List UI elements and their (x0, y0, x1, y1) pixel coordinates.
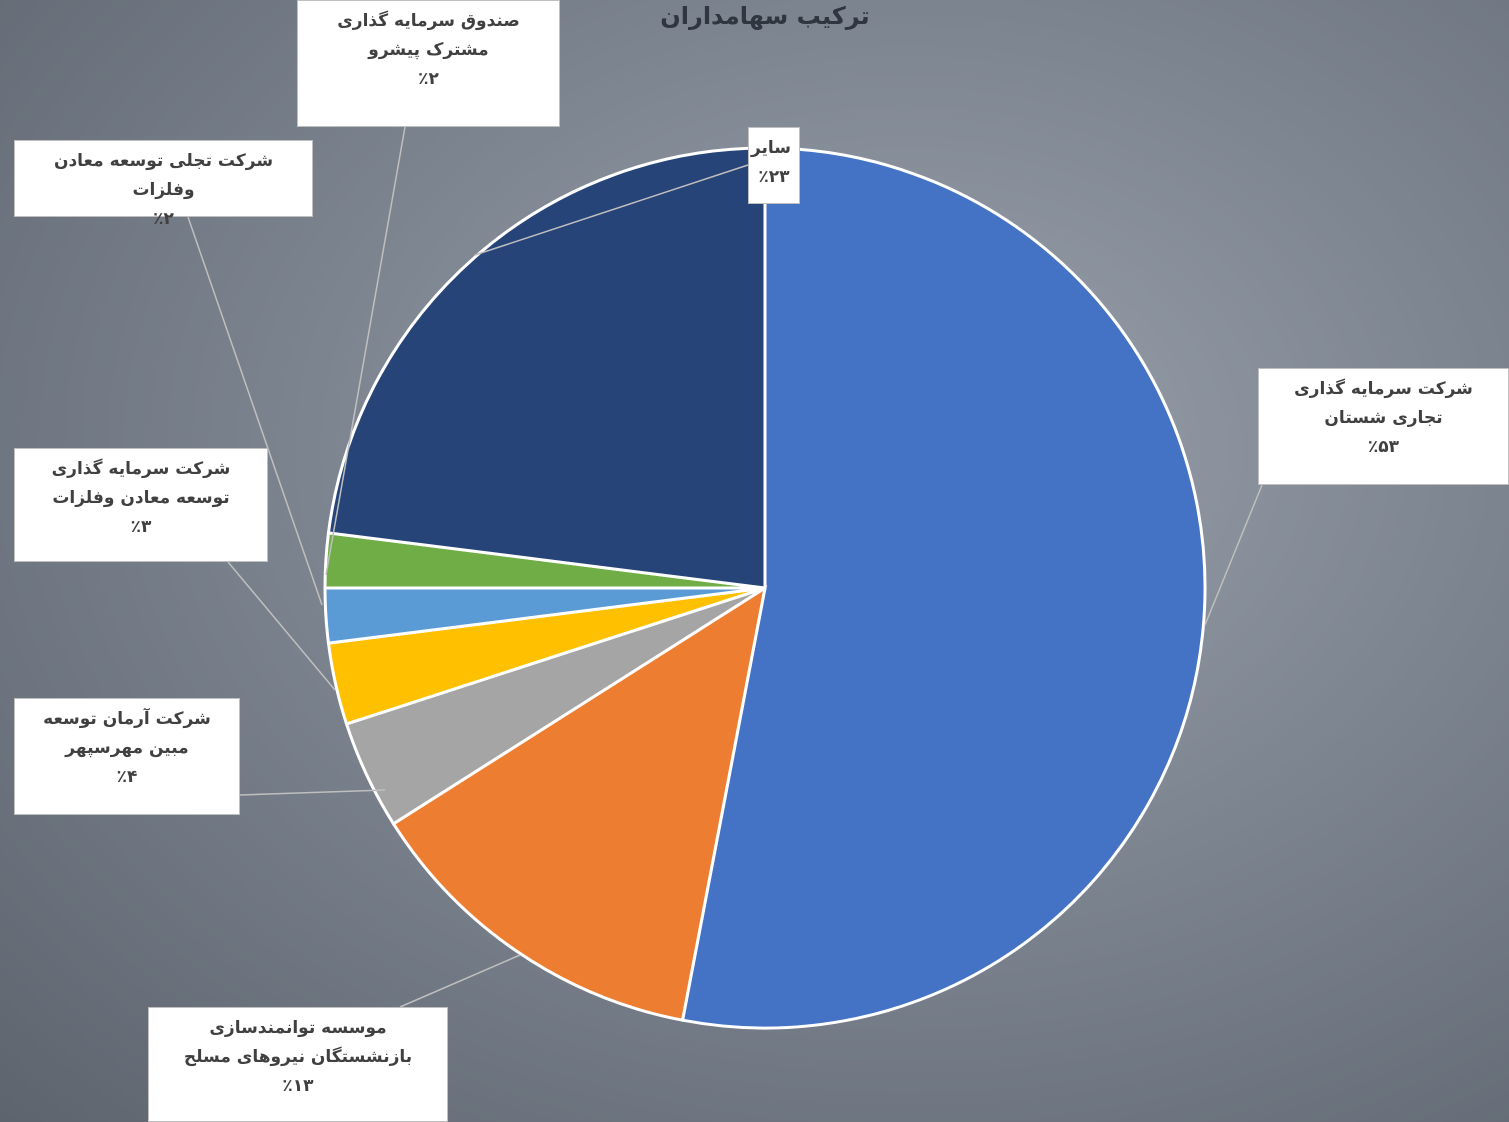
leader-line (1204, 484, 1263, 626)
leader-line (227, 561, 336, 691)
label-value: ٪۲ (153, 209, 174, 229)
data-label: موسسه توانمندسازی بازنشستگان نیروهای مسل… (148, 1007, 448, 1122)
chart-title: ترکیب سهامداران (660, 2, 870, 30)
label-name: شرکت تجلی توسعه معادن وفلزات (53, 151, 274, 200)
slice (391, 584, 768, 1022)
label-value: ٪۱۳ (282, 1076, 314, 1096)
label-name: صندوق سرمایه گذاری مشترک پیشرو (337, 11, 520, 60)
data-label: سایر ٪۲۳ (748, 127, 800, 204)
data-label: شرکت تجلی توسعه معادن وفلزات ٪۲ (14, 140, 313, 229)
label-name: شرکت سرمایه گذاری تجاری شستان (1294, 379, 1473, 428)
label-value: ٪۲۳ (758, 167, 790, 187)
leader-lines (187, 126, 1263, 1008)
label-value: ٪۳ (130, 517, 152, 537)
label-name: سایر (750, 138, 791, 158)
pie (323, 146, 1207, 1030)
label-value: ٪۵۳ (1367, 437, 1400, 457)
leader-line (474, 164, 749, 256)
slice (326, 146, 767, 590)
data-label: شرکت سرمایه گذاری تجاری شستان ٪۵۳ (1258, 368, 1509, 485)
label-name: شرکت سرمایه گذاری توسعه معادن وفلزات (51, 459, 231, 508)
leader-line (187, 216, 323, 606)
leader-line (239, 789, 386, 796)
leader-line (325, 126, 406, 576)
label-name: موسسه توانمندسازی بازنشستگان نیروهای مسل… (183, 1018, 413, 1067)
label-value: ٪۴ (116, 767, 138, 787)
label-name: شرکت آرمان توسعه مبین مهرسپهر (43, 709, 211, 758)
slice (680, 146, 1207, 1030)
data-label: شرکت آرمان توسعه مبین مهرسپهر ٪۴ (14, 698, 240, 815)
data-label: صندوق سرمایه گذاری مشترک پیشرو ٪۲ (297, 0, 560, 127)
label-value: ٪۲ (418, 69, 439, 89)
leader-line (399, 954, 521, 1008)
data-label: شرکت سرمایه گذاری توسعه معادن وفلزات ٪۳ (14, 448, 268, 562)
